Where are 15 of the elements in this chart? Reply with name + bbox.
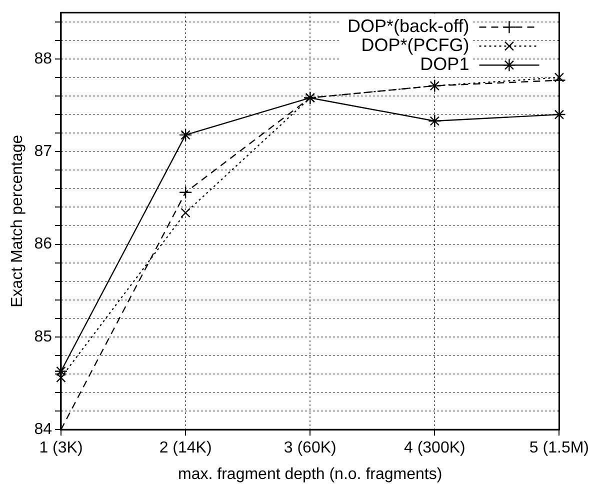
y-tick-label: 84 bbox=[34, 421, 52, 438]
x-tick-label: 3 (60K) bbox=[284, 440, 336, 457]
y-tick-label: 85 bbox=[34, 328, 52, 346]
y-axis-title: Exact Match percentage bbox=[9, 134, 26, 308]
y-tick-label: 86 bbox=[34, 236, 52, 253]
x-axis-title: max. fragment depth (n.o. fragments) bbox=[178, 466, 442, 483]
x-tick-label: 2 (14K) bbox=[159, 440, 212, 457]
legend-label: DOP*(back-off) bbox=[348, 16, 470, 36]
legend-label: DOP1 bbox=[420, 54, 470, 74]
x-tick-label: 5 (1.5M) bbox=[529, 440, 590, 457]
x-tick-label: 1 (3K) bbox=[39, 440, 83, 457]
legend-label: DOP*(PCFG) bbox=[361, 35, 470, 56]
y-tick-label: 88 bbox=[34, 50, 52, 68]
y-tick-label: 87 bbox=[34, 143, 52, 160]
x-tick-label: 4 (300K) bbox=[404, 440, 466, 457]
